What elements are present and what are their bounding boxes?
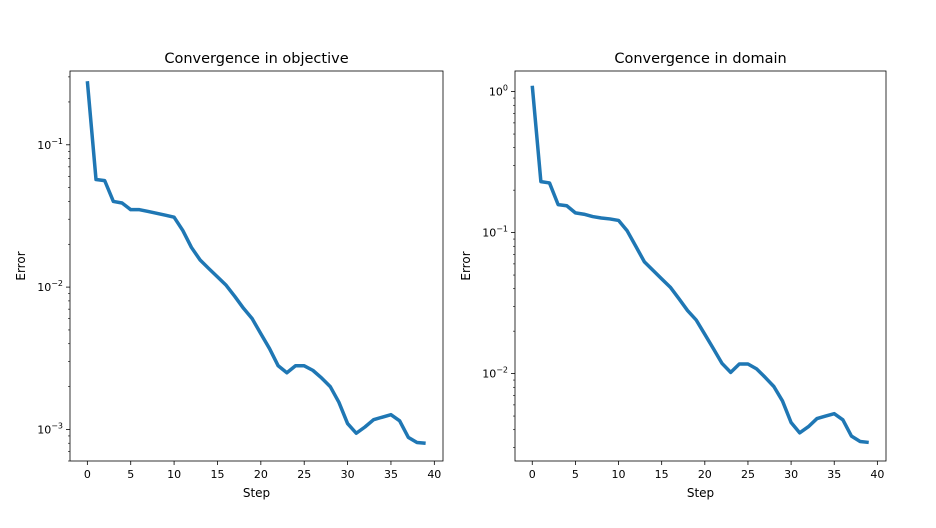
x-tick-label: 25	[741, 468, 755, 481]
x-tick-label: 10	[612, 468, 626, 481]
y-tick-exponent: −2	[496, 366, 508, 375]
x-tick-label: 10	[167, 468, 181, 481]
plot-frame	[514, 70, 887, 462]
data-line	[530, 85, 869, 445]
x-tick-label: 5	[127, 468, 134, 481]
x-tick-label: 25	[297, 468, 311, 481]
x-tick-label: 20	[698, 468, 712, 481]
y-tick-exponent: −3	[51, 421, 63, 430]
data-line	[85, 81, 426, 445]
y-tick-exponent: 0	[503, 84, 508, 93]
x-tick-label: 40	[427, 468, 441, 481]
x-tick-label: 15	[655, 468, 669, 481]
y-tick-base: 10	[37, 281, 51, 294]
x-axis-label: Step	[243, 486, 270, 500]
x-tick-label: 30	[341, 468, 355, 481]
x-tick-label: 35	[827, 468, 841, 481]
x-tick-label: 5	[572, 468, 579, 481]
y-tick-base: 10	[37, 423, 51, 436]
x-axis-label: Step	[687, 486, 714, 500]
x-tick-label: 30	[784, 468, 798, 481]
y-axis-label: Error	[459, 251, 473, 280]
x-tick-label: 15	[210, 468, 224, 481]
x-tick-label: 40	[870, 468, 884, 481]
y-tick-label: 10−3	[37, 421, 63, 436]
x-tick-label: 20	[254, 468, 268, 481]
y-tick-exponent: −2	[51, 279, 63, 288]
y-tick-exponent: −1	[51, 137, 63, 146]
x-tick-label: 0	[529, 468, 536, 481]
y-tick-label: 10−1	[37, 137, 63, 152]
y-tick-base: 10	[489, 86, 503, 99]
y-tick-label: 100	[489, 84, 508, 99]
y-tick-base: 10	[37, 139, 51, 152]
chart-title: Convergence in domain	[614, 51, 786, 67]
y-tick-base: 10	[482, 368, 496, 381]
chart-title: Convergence in objective	[164, 51, 348, 67]
y-tick-label: 10−1	[482, 225, 508, 240]
y-axis-label: Error	[14, 251, 28, 280]
plot-frame	[69, 70, 444, 462]
y-tick-base: 10	[482, 227, 496, 240]
y-tick-label: 10−2	[37, 279, 63, 294]
y-tick-label: 10−2	[482, 366, 508, 381]
x-tick-label: 35	[384, 468, 398, 481]
chart-objective: Convergence in objective 0 5 10 15 20 25 30 35 40…	[14, 51, 444, 500]
y-tick-exponent: −1	[496, 225, 508, 234]
x-tick-label: 0	[84, 468, 91, 481]
